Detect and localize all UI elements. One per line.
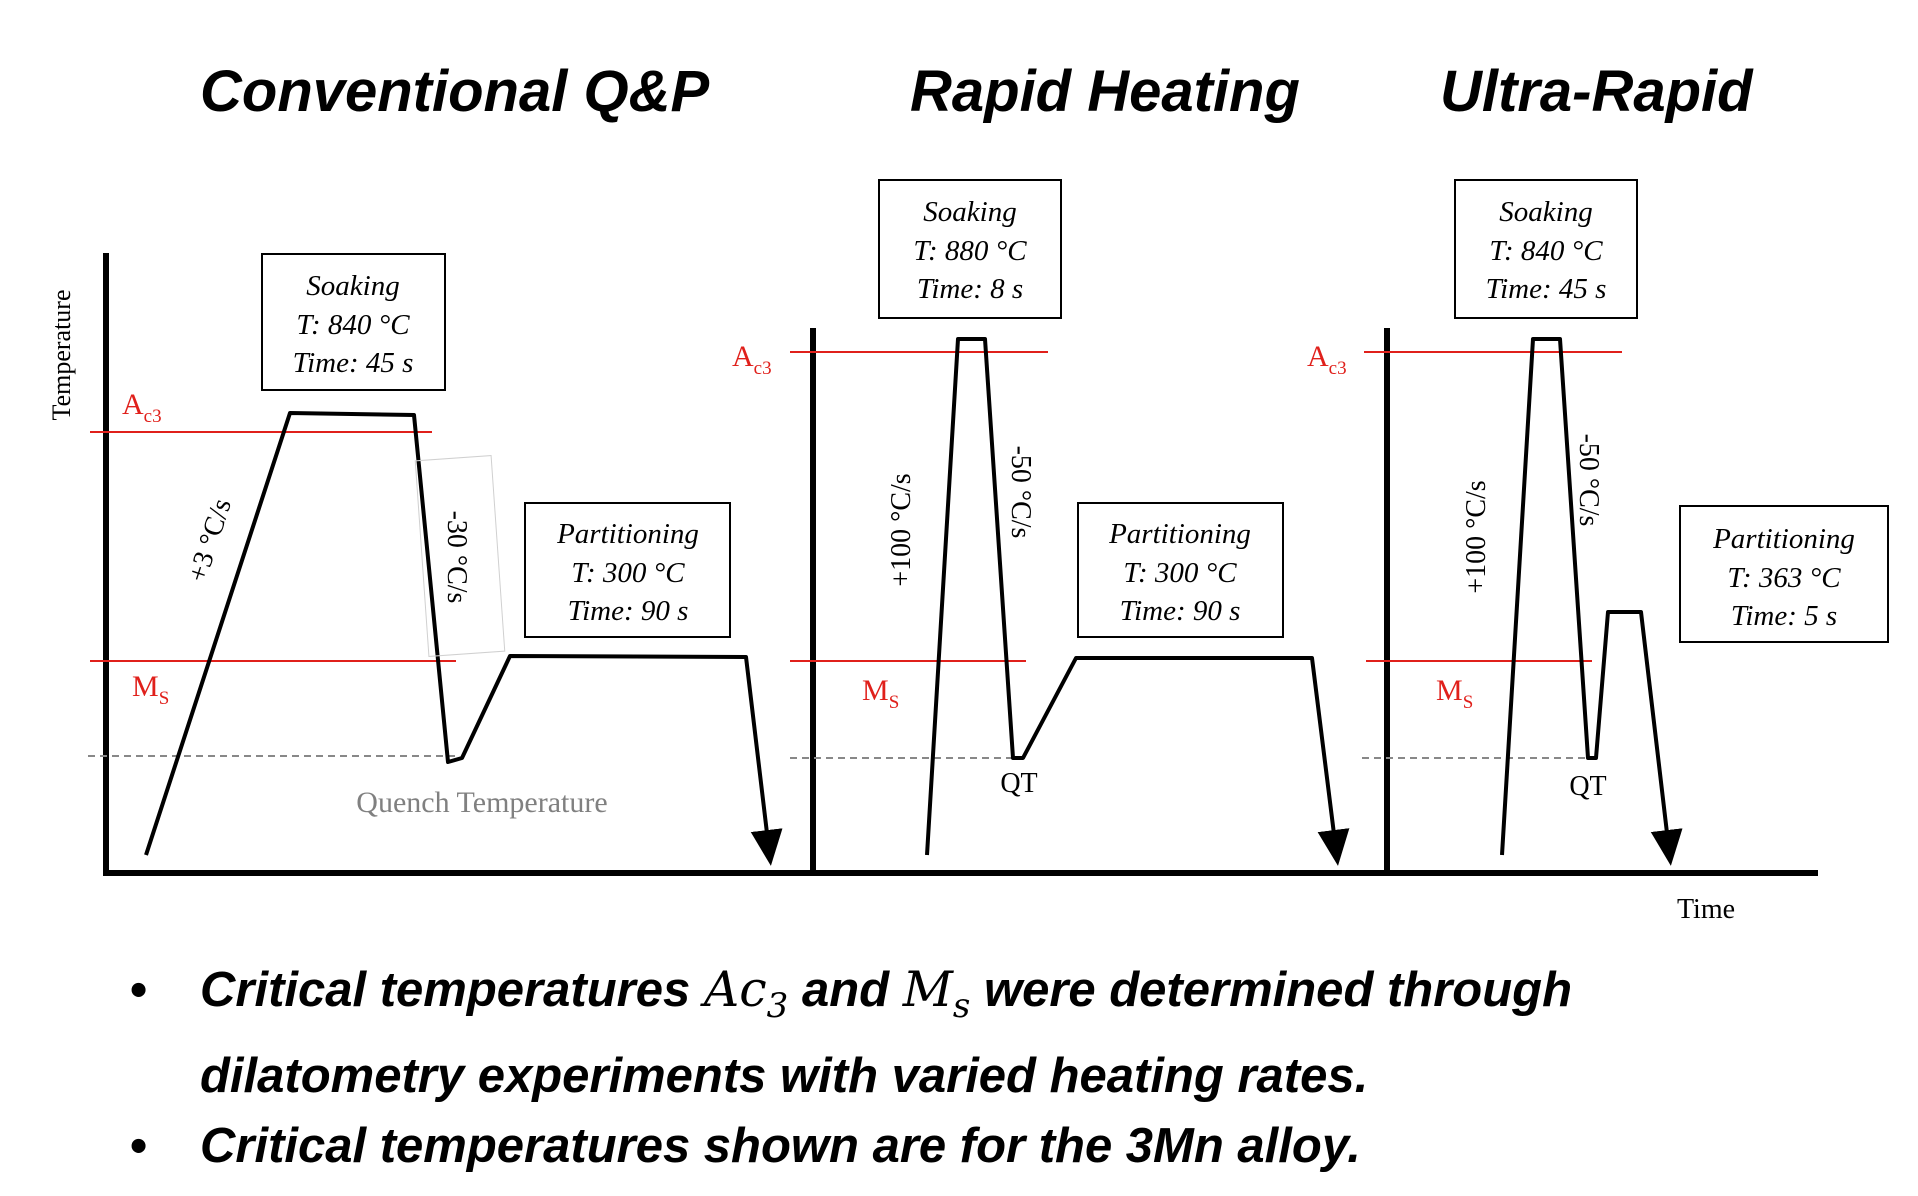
ms-label-conventional: MS [132, 670, 169, 709]
bullet-2-text: Critical temperatures shown are for the … [200, 1118, 1361, 1173]
partitioning-box-ultra [1679, 505, 1889, 643]
ms-symbol: Ms [902, 961, 971, 1026]
qt-label-rapid: QT [1000, 768, 1037, 799]
y-axis-label: Temperature [47, 290, 76, 421]
quench-temperature-label: Quench Temperature [356, 786, 607, 819]
temperature-profile-conventional [144, 411, 783, 866]
soaking-label-conventional: Soaking [306, 270, 399, 302]
ac3-symbol: Ac3 [703, 961, 789, 1026]
heating-rate-rapid: +100 °C/s [886, 473, 917, 586]
temperature-profile-rapid [925, 337, 1350, 866]
soaking-time-conventional: Time: 45 s [293, 347, 414, 379]
title-conventional: Conventional Q&P [200, 59, 710, 124]
partitioning-temp-conventional: T: 300 °C [571, 557, 685, 589]
soaking-time-rapid: Time: 8 s [917, 273, 1023, 305]
bullet-item-2: • Critical temperatures shown are for th… [120, 1111, 1880, 1181]
ms-label-ultra: MS [1436, 674, 1473, 713]
heating-rate-conventional: +3 °C/s [182, 495, 238, 586]
ms-label-rapid: MS [862, 674, 899, 713]
soaking-temp-conventional: T: 840 °C [296, 309, 410, 341]
soaking-box-ultra [1454, 179, 1638, 319]
title-rapid-heating: Rapid Heating [910, 59, 1300, 124]
ac3-label-ultra: Ac3 [1307, 340, 1347, 379]
bullet-dot: • [130, 963, 148, 1017]
title-ultra-rapid: Ultra-Rapid [1440, 59, 1753, 124]
cooling-rate-box-conventional [414, 455, 506, 657]
soaking-box-conventional [261, 253, 446, 391]
cooling-rate-conventional: -30 °C/s [441, 511, 472, 604]
soaking-temp-ultra: T: 840 °C [1489, 235, 1603, 267]
soaking-temp-rapid: T: 880 °C [913, 235, 1027, 267]
panel-rapid-heating: Ac3 MS Soaking T: 880 °C Time: 8 s Parti… [732, 179, 1350, 876]
partitioning-time-rapid: Time: 90 s [1120, 595, 1241, 627]
temperature-profile-ultra [1500, 337, 1683, 866]
panel-ultra-rapid: Ac3 MS Soaking T: 840 °C Time: 45 s Part… [1307, 179, 1889, 876]
soaking-label-rapid: Soaking [923, 196, 1016, 228]
partitioning-time-ultra: Time: 5 s [1731, 600, 1837, 632]
cooling-rate-ultra: -50 °C/s [1573, 434, 1604, 527]
x-axis-label: Time [1677, 894, 1735, 925]
partitioning-label-ultra: Partitioning [1712, 523, 1855, 555]
bullet-dot: • [130, 1118, 148, 1173]
partitioning-time-conventional: Time: 90 s [568, 595, 689, 627]
ac3-label-rapid: Ac3 [732, 340, 772, 379]
soaking-box-rapid [878, 179, 1062, 319]
ac3-label-conventional: Ac3 [122, 388, 162, 427]
partitioning-temp-rapid: T: 300 °C [1123, 557, 1237, 589]
partitioning-label-rapid: Partitioning [1108, 518, 1251, 550]
soaking-time-ultra: Time: 45 s [1486, 273, 1607, 305]
bullet-1-line-2: dilatometry experiments with varied heat… [200, 1048, 1369, 1103]
partitioning-label-conventional: Partitioning [556, 518, 699, 550]
bullet-1-text-start: Critical temperatures [200, 963, 691, 1017]
bullet-list: • Critical temperatures Ac3 and Ms were … [120, 955, 1880, 1181]
cooling-rate-rapid: -50 °C/s [1005, 446, 1036, 539]
soaking-label-ultra: Soaking [1499, 196, 1592, 228]
partitioning-temp-ultra: T: 363 °C [1727, 562, 1841, 594]
panel-conventional: Ac3 MS Soaking T: 840 °C Time: 45 s Part… [88, 253, 1818, 876]
heating-rate-ultra: +100 °C/s [1461, 480, 1492, 593]
bullet-1-text-end: were determined through [983, 963, 1573, 1017]
bullet-item-1: • Critical temperatures Ac3 and Ms were … [120, 955, 1880, 1111]
qt-label-ultra: QT [1569, 771, 1606, 802]
partitioning-box-conventional [524, 502, 731, 638]
partitioning-box-rapid [1077, 502, 1284, 638]
bullet-1-and: and [801, 963, 890, 1017]
